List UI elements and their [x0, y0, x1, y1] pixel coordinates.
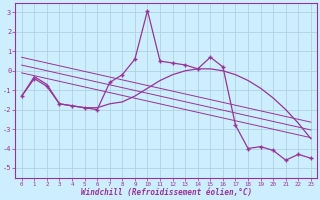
X-axis label: Windchill (Refroidissement éolien,°C): Windchill (Refroidissement éolien,°C) — [81, 188, 252, 197]
